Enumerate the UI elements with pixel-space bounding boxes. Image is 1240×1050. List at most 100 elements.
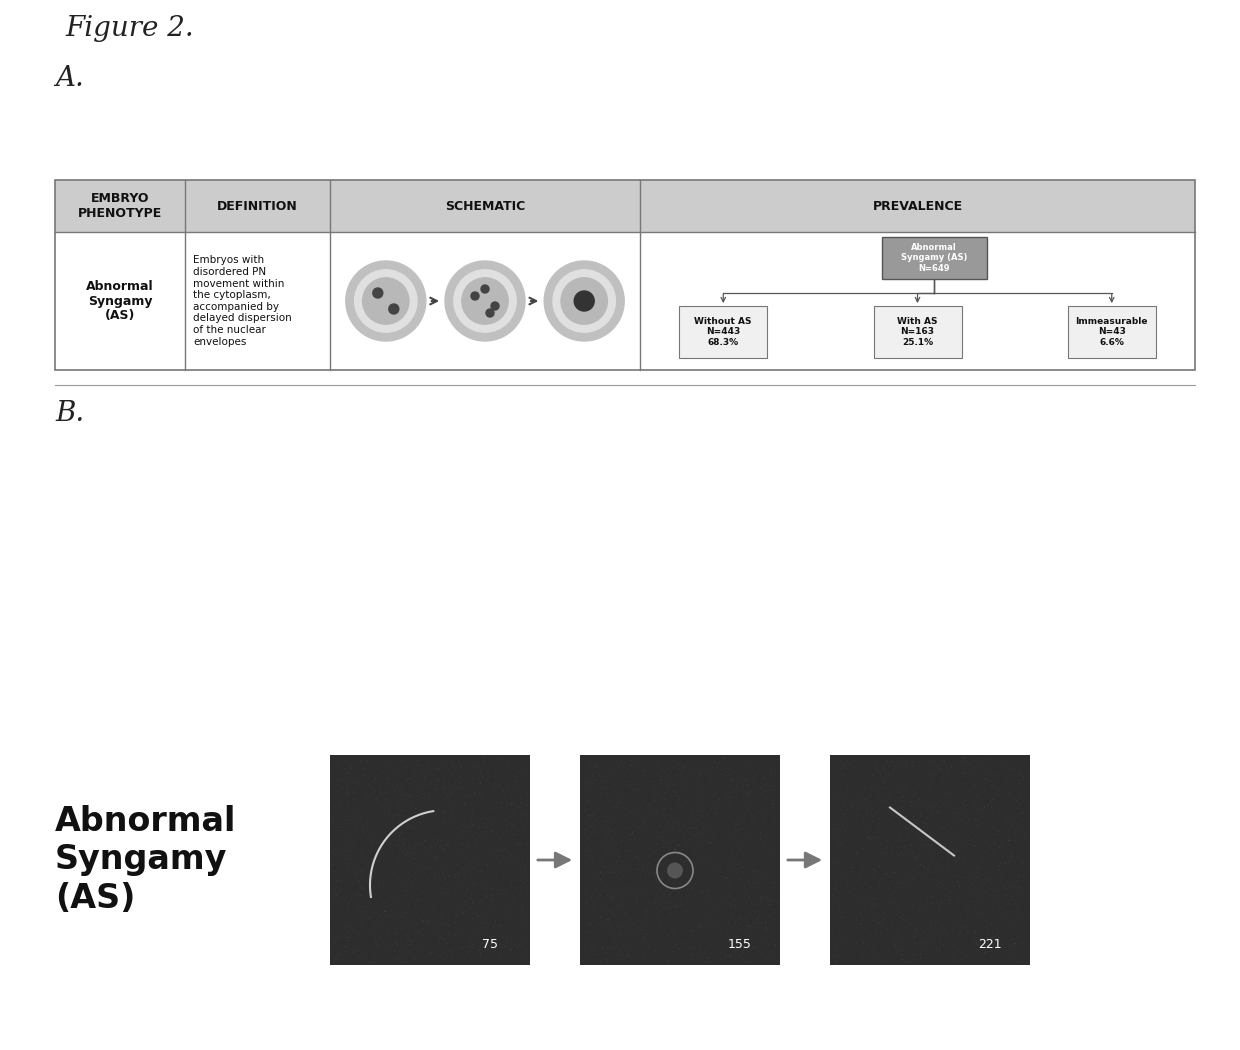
Point xyxy=(737,891,756,908)
Point xyxy=(868,887,888,904)
Point xyxy=(477,857,497,874)
Point xyxy=(715,889,735,906)
Point xyxy=(433,778,453,795)
Point xyxy=(656,784,676,801)
Point xyxy=(683,947,703,964)
Point xyxy=(851,943,870,960)
Point xyxy=(890,883,910,900)
Point xyxy=(670,784,689,801)
Point xyxy=(965,776,985,793)
Point xyxy=(635,784,655,801)
Point xyxy=(832,758,852,775)
Point xyxy=(935,810,955,826)
Point xyxy=(367,888,387,905)
Point xyxy=(916,899,936,916)
Point xyxy=(990,852,1009,868)
Point xyxy=(352,819,372,836)
Point xyxy=(950,894,970,910)
Point xyxy=(668,806,688,823)
Point xyxy=(353,865,373,882)
Point xyxy=(743,897,763,914)
Point xyxy=(764,761,784,778)
Point xyxy=(515,903,534,920)
Point xyxy=(936,827,956,844)
Point xyxy=(982,762,1002,779)
Point xyxy=(655,942,675,959)
Point xyxy=(742,820,761,837)
Point xyxy=(725,941,745,958)
Point xyxy=(325,863,345,880)
Point xyxy=(574,879,594,896)
Point xyxy=(681,781,701,798)
Point xyxy=(991,823,1011,840)
Point xyxy=(729,813,749,830)
Point xyxy=(746,894,766,910)
Point xyxy=(880,788,900,804)
Point xyxy=(381,873,401,889)
Point xyxy=(991,855,1011,872)
Point xyxy=(920,891,940,908)
Point xyxy=(622,805,642,822)
Point xyxy=(678,869,698,886)
Point xyxy=(635,817,655,834)
Point xyxy=(670,792,689,809)
Point xyxy=(714,895,734,911)
Point xyxy=(718,835,738,852)
Point xyxy=(748,896,768,912)
Point xyxy=(389,929,409,946)
Point xyxy=(355,848,374,865)
Point xyxy=(692,779,712,796)
Point xyxy=(823,941,843,958)
Point xyxy=(419,866,439,883)
Point xyxy=(749,941,769,958)
Point xyxy=(952,825,972,842)
Point xyxy=(914,831,934,847)
Point xyxy=(889,750,909,766)
Point xyxy=(337,784,357,801)
Point xyxy=(697,917,717,933)
Point xyxy=(322,811,342,827)
Point xyxy=(613,914,632,930)
Point xyxy=(589,766,609,783)
Point xyxy=(841,827,861,844)
Point xyxy=(732,750,751,766)
Point xyxy=(465,845,485,862)
Point xyxy=(656,932,676,949)
Point xyxy=(661,892,681,909)
Point xyxy=(894,794,914,811)
Point xyxy=(611,950,631,967)
Point xyxy=(884,750,904,766)
Point xyxy=(703,905,723,922)
Point xyxy=(856,911,875,928)
Point xyxy=(919,865,939,882)
Point xyxy=(402,756,422,773)
Point xyxy=(920,842,940,859)
Point xyxy=(868,914,888,930)
Point xyxy=(392,821,412,838)
Point xyxy=(992,883,1012,900)
Point xyxy=(738,917,758,933)
Point xyxy=(639,905,658,922)
Point xyxy=(941,875,961,891)
Point xyxy=(699,897,719,914)
Point xyxy=(587,837,606,854)
Point xyxy=(910,753,930,770)
Point xyxy=(641,808,661,825)
Point xyxy=(516,755,536,772)
Point xyxy=(363,780,383,797)
Point xyxy=(625,909,645,926)
Point xyxy=(764,843,784,860)
Point xyxy=(955,912,975,929)
Point xyxy=(831,867,851,884)
Point xyxy=(740,856,760,873)
Point xyxy=(997,826,1017,843)
Point xyxy=(605,773,625,790)
Point xyxy=(472,927,492,944)
Point xyxy=(425,760,445,777)
Point xyxy=(699,765,719,782)
Point xyxy=(505,790,525,806)
Point xyxy=(999,843,1019,860)
Point xyxy=(763,753,782,770)
Point xyxy=(384,788,404,804)
Point xyxy=(583,768,603,784)
